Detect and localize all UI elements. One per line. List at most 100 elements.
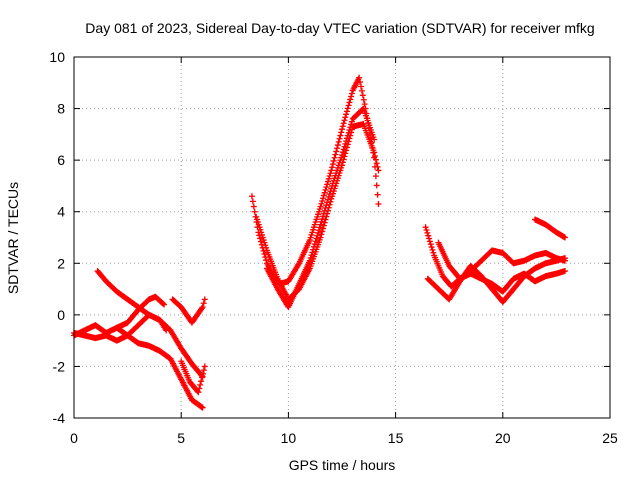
- data-point-marker: [318, 218, 325, 225]
- x-tick-label: 15: [388, 430, 404, 446]
- data-point-marker: [200, 300, 207, 307]
- data-point-marker: [196, 385, 203, 392]
- data-point-marker: [346, 99, 353, 106]
- data-point-marker: [344, 132, 351, 139]
- data-point-marker: [320, 210, 327, 217]
- data-point-marker: [334, 145, 341, 152]
- data-point-marker: [324, 178, 331, 185]
- y-tick-label: 10: [49, 49, 65, 65]
- data-point-marker: [324, 196, 331, 203]
- data-point-marker: [425, 232, 432, 239]
- data-point-marker: [329, 164, 336, 171]
- data-point-marker: [422, 224, 429, 231]
- data-point-marker: [347, 96, 354, 103]
- data-point-marker: [334, 142, 341, 149]
- data-point-marker: [320, 213, 327, 220]
- data-point-marker: [251, 208, 258, 215]
- data-point-marker: [317, 221, 324, 228]
- series-arc-1e: [169, 296, 208, 326]
- data-point-marker: [307, 254, 314, 261]
- x-tick-label: 20: [495, 430, 511, 446]
- x-tick-label: 0: [70, 430, 78, 446]
- data-point-marker: [323, 202, 330, 209]
- data-point-marker: [340, 146, 347, 153]
- chart-title: Day 081 of 2023, Sidereal Day-to-day VTE…: [85, 20, 594, 36]
- data-point-marker: [320, 192, 327, 199]
- data-point-marker: [313, 235, 320, 242]
- series-arc-1d: [113, 324, 206, 411]
- data-point-marker: [373, 182, 380, 189]
- data-point-marker: [317, 203, 324, 210]
- data-point-marker: [327, 170, 334, 177]
- series-arc-1f: [178, 358, 208, 396]
- data-point-marker: [339, 149, 346, 156]
- data-point-marker: [342, 114, 349, 121]
- series-arc-2c: [263, 105, 378, 311]
- data-point-marker: [200, 367, 207, 374]
- data-point-marker: [371, 136, 378, 143]
- data-point-marker: [257, 235, 264, 242]
- data-point-marker: [324, 199, 331, 206]
- y-axis-label: SDTVAR / TECUs: [5, 182, 21, 294]
- data-point-marker: [327, 188, 334, 195]
- data-point-marker: [319, 216, 326, 223]
- data-point-marker: [372, 173, 379, 180]
- data-point-marker: [198, 378, 205, 385]
- x-tick-label: 10: [281, 430, 297, 446]
- data-point-marker: [261, 251, 268, 258]
- data-point-marker: [375, 200, 382, 207]
- data-point-marker: [426, 238, 433, 245]
- data-point-marker: [322, 204, 329, 211]
- data-point-marker: [424, 229, 431, 236]
- series-arc-1b: [71, 293, 168, 339]
- data-point-marker: [331, 154, 338, 161]
- data-point-marker: [306, 257, 313, 264]
- data-point-marker: [318, 200, 325, 207]
- data-point-marker: [348, 90, 355, 97]
- data-point-marker: [321, 189, 328, 196]
- data-point-marker: [357, 83, 364, 90]
- data-point-marker: [323, 184, 330, 191]
- data-point-marker: [561, 234, 568, 241]
- y-tick-label: -2: [53, 358, 66, 374]
- data-point-marker: [312, 238, 319, 245]
- data-point-marker: [345, 102, 352, 109]
- data-point-marker: [160, 300, 167, 307]
- data-point-marker: [319, 198, 326, 205]
- data-point-marker: [423, 227, 430, 234]
- data-point-marker: [201, 363, 208, 370]
- data-point-marker: [199, 404, 206, 411]
- data-point-marker: [201, 296, 208, 303]
- data-point-marker: [561, 255, 568, 262]
- data-point-marker: [309, 249, 316, 256]
- data-point-marker: [330, 157, 337, 164]
- data-point-marker: [321, 219, 328, 226]
- data-point-marker: [430, 249, 437, 256]
- data-point-marker: [335, 138, 342, 145]
- data-point-marker: [341, 117, 348, 124]
- series-arc-3d: [531, 216, 568, 241]
- data-point-marker: [319, 228, 326, 235]
- data-point-marker: [199, 370, 206, 377]
- axis-ticks: 0 5 10 15 20 25 -4 -2 0 2 4 6 8 10: [49, 49, 618, 446]
- data-point-marker: [428, 244, 435, 251]
- data-point-marker: [356, 74, 363, 81]
- x-axis-label: GPS time / hours: [289, 457, 396, 473]
- y-tick-label: 0: [57, 307, 65, 323]
- data-point-marker: [348, 118, 355, 125]
- data-point-marker: [343, 135, 350, 142]
- data-point-marker: [326, 173, 333, 180]
- data-point-marker: [332, 151, 339, 158]
- data-point-marker: [339, 123, 346, 130]
- y-tick-label: 8: [57, 101, 65, 117]
- data-point-marker: [311, 241, 318, 248]
- data-point-marker: [348, 93, 355, 100]
- data-point-marker: [346, 126, 353, 133]
- data-point-marker: [336, 135, 343, 142]
- plot-frame: [73, 56, 611, 419]
- data-point-marker: [372, 153, 379, 160]
- data-point-marker: [198, 305, 205, 312]
- data-point-marker: [360, 96, 367, 103]
- data-points: [71, 74, 568, 411]
